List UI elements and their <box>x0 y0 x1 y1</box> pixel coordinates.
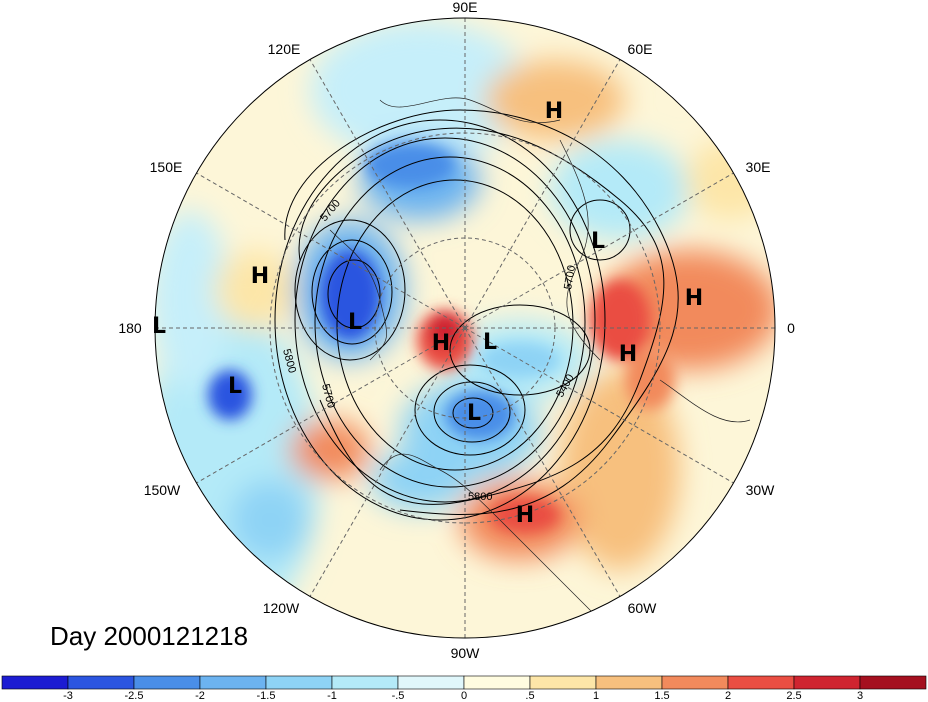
colorbar-tick-label: 1.5 <box>654 690 669 702</box>
colorbar-swatch <box>727 675 795 690</box>
colorbar-swatch <box>397 675 465 690</box>
colorbar-tick-label: 2.5 <box>786 690 801 702</box>
lon-label-120e: 120E <box>268 41 301 57</box>
contour-label: 5800 <box>468 491 492 503</box>
high-center: H <box>516 503 534 528</box>
colorbar-swatch <box>331 675 399 690</box>
colorbar-tick-label: 1 <box>593 690 599 702</box>
map-boundary <box>154 17 776 639</box>
pressure-centers: H H H H H H L L L L L L <box>152 99 703 528</box>
colorbar-tick-label: 0 <box>461 690 467 702</box>
high-center: H <box>685 286 703 311</box>
colorbar-swatch <box>661 675 729 690</box>
colorbar-tick-label: -2.5 <box>125 690 144 702</box>
lon-label-30w: 30W <box>746 482 776 498</box>
low-center: L <box>228 374 242 399</box>
colorbar-swatch <box>265 675 333 690</box>
high-center: H <box>545 99 563 124</box>
low-center: L <box>348 310 362 335</box>
high-center: H <box>432 331 450 356</box>
colorbar-tick-label: .5 <box>525 690 534 702</box>
colorbar-tick-label: -2 <box>195 690 205 702</box>
geopotential-contours <box>274 109 679 521</box>
colorbar: -3 -2.5 -2 -1.5 -1 -.5 0 .5 1 1.5 2 2.5 3 <box>1 675 927 702</box>
colorbar-tick-label: -1 <box>327 690 337 702</box>
graticule <box>155 18 775 638</box>
colorbar-tick-label: -3 <box>63 690 73 702</box>
colorbar-tick-label: 3 <box>857 690 863 702</box>
low-center: L <box>591 229 605 254</box>
colorbar-swatch <box>1 675 69 690</box>
lon-label-150e: 150E <box>150 159 183 175</box>
coastlines <box>329 97 751 621</box>
lon-label-180: 180 <box>118 320 142 336</box>
colorbar-swatch <box>793 675 861 690</box>
high-center: H <box>619 342 637 367</box>
lon-label-120w: 120W <box>263 600 300 616</box>
colorbar-tick-label: 2 <box>725 690 731 702</box>
colorbar-swatch <box>529 675 597 690</box>
lon-label-90e: 90E <box>453 0 478 15</box>
lon-label-60e: 60E <box>628 41 653 57</box>
anomaly-shading <box>155 18 775 638</box>
low-center: L <box>483 330 497 355</box>
lon-label-0: 0 <box>787 320 795 336</box>
low-center: L <box>152 314 166 339</box>
lon-label-90w: 90W <box>451 645 481 661</box>
lon-label-150w: 150W <box>144 482 181 498</box>
colorbar-tick-label: -.5 <box>392 690 405 702</box>
low-center: L <box>467 401 481 426</box>
colorbar-swatch <box>595 675 663 690</box>
colorbar-swatch <box>67 675 135 690</box>
colorbar-tick-label: -1.5 <box>257 690 276 702</box>
high-center: H <box>251 264 269 289</box>
day-label: Day 2000121218 <box>50 621 248 651</box>
lon-label-60w: 60W <box>628 600 658 616</box>
lon-label-30e: 30E <box>746 159 771 175</box>
colorbar-swatch <box>463 675 531 690</box>
contour-label: 5700 <box>562 264 578 290</box>
colorbar-swatch <box>199 675 267 690</box>
longitude-labels: 90E 60E 30E 0 30W 60W 90W 120W 150W 180 … <box>118 0 795 661</box>
colorbar-swatch <box>859 675 927 690</box>
colorbar-swatch <box>133 675 201 690</box>
